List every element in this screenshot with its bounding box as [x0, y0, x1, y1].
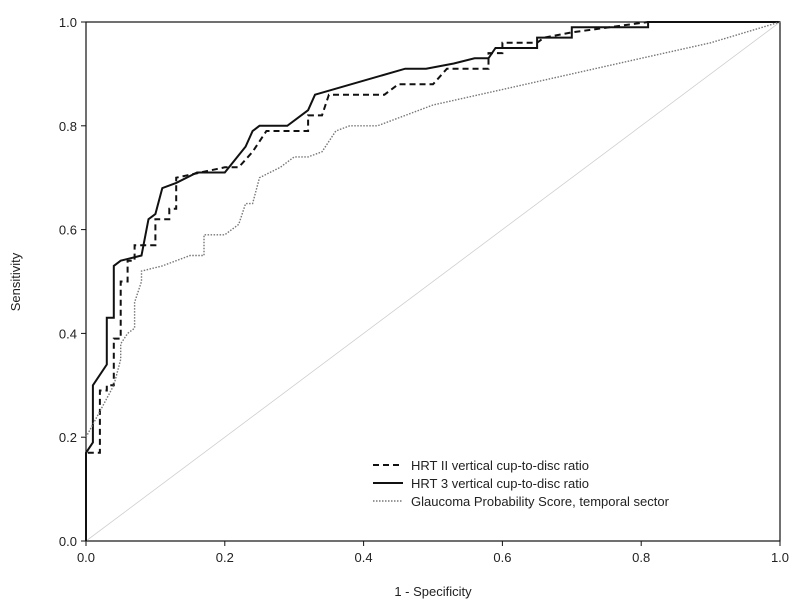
plot-frame: [85, 21, 781, 542]
y-axis-title: Sensitivity: [8, 252, 23, 311]
reference-diagonal: [85, 21, 781, 542]
legend-label-gps: Glaucoma Probability Score, temporal sec…: [411, 494, 670, 509]
y-axis-ticks: 0.0 0.2 0.4 0.6 0.8 1.0: [59, 15, 86, 549]
series-line-hrt3: [85, 21, 780, 541]
y-tick-label: 0.0: [59, 534, 77, 549]
x-tick-label: 0.8: [632, 550, 650, 565]
series-line-hrt2: [85, 21, 780, 541]
y-tick-label: 0.4: [59, 326, 77, 341]
x-tick-label: 0.6: [493, 550, 511, 565]
legend: HRT II vertical cup-to-disc ratio HRT 3 …: [373, 458, 670, 509]
x-axis-title: 1 - Specificity: [394, 584, 472, 599]
x-tick-label: 0.0: [77, 550, 95, 565]
legend-label-hrt3: HRT 3 vertical cup-to-disc ratio: [411, 476, 589, 491]
y-tick-label: 0.2: [59, 430, 77, 445]
y-tick-label: 0.8: [59, 119, 77, 134]
legend-label-hrt2: HRT II vertical cup-to-disc ratio: [411, 458, 589, 473]
y-tick-label: 0.6: [59, 223, 77, 238]
x-tick-label: 0.2: [216, 550, 234, 565]
x-tick-label: 1.0: [771, 550, 789, 565]
series-layer: [85, 21, 781, 541]
y-tick-label: 1.0: [59, 15, 77, 30]
series-line-gps: [85, 21, 781, 438]
x-tick-label: 0.4: [355, 550, 373, 565]
x-axis-ticks: 0.0 0.2 0.4 0.6 0.8 1.0: [77, 541, 789, 565]
